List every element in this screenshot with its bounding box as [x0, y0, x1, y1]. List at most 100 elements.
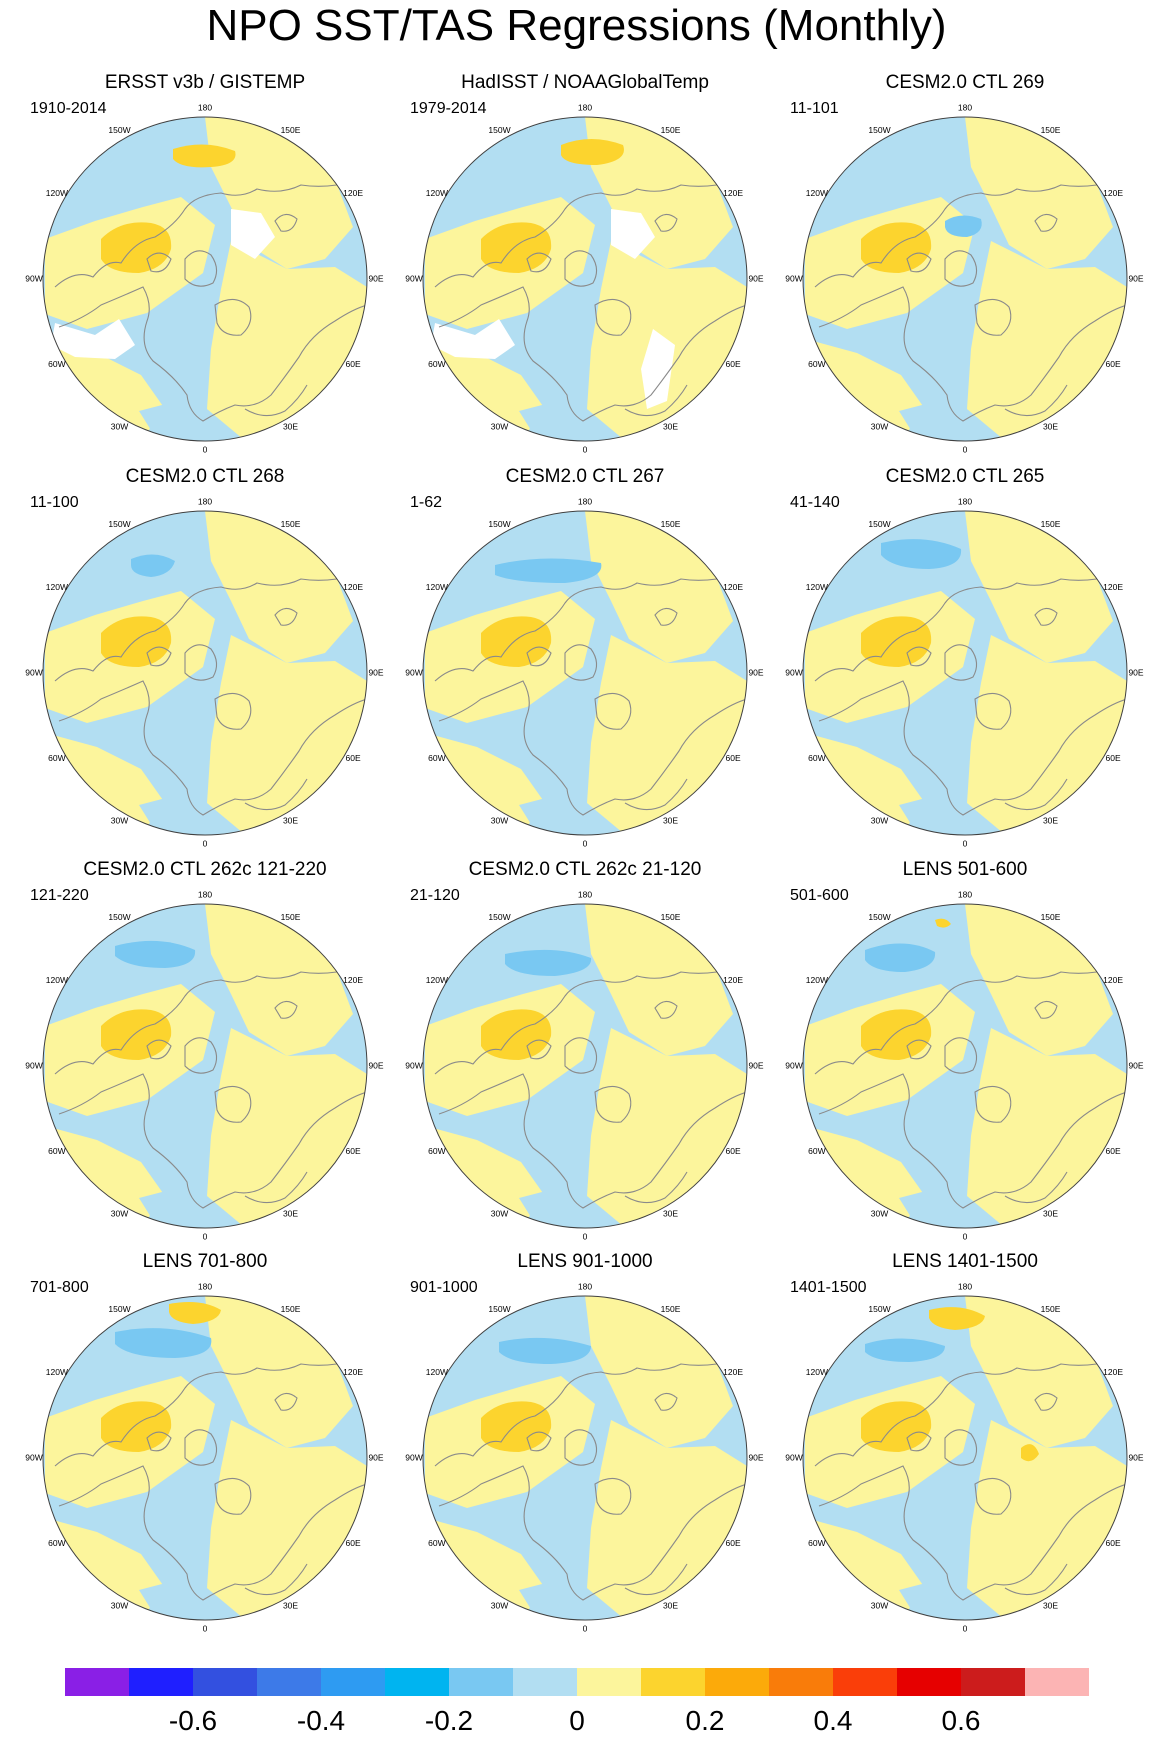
longitude-label: 60E: [1106, 753, 1121, 763]
pacific-warm-spot: [935, 918, 951, 928]
polar-map: 180 150E 120E 90E 60E 30E 0 30W 60W 90W 120W 150W: [405, 889, 764, 1241]
atlantic-anomaly-region: [433, 341, 545, 435]
longitude-label: 90E: [748, 1452, 763, 1462]
longitude-label: 180: [198, 1281, 212, 1291]
coastline: [624, 1171, 688, 1204]
pacific-cool-core: [115, 1328, 212, 1358]
longitude-label: 60W: [808, 753, 825, 763]
colorbar-swatch: [897, 1668, 961, 1696]
longitude-label: 60W: [808, 1146, 825, 1156]
longitude-label: 180: [958, 496, 972, 506]
longitude-label: 30W: [111, 421, 128, 431]
longitude-label: 120W: [46, 975, 68, 985]
missing-data-region: [51, 319, 135, 359]
panel-title: LENS 1401-1500: [892, 1251, 1038, 1272]
longitude-label: 30E: [283, 815, 298, 825]
map-panel: CESM2.0 CTL 267 180 150E 120E 90E 60E 30E 0 30W 6…: [402, 466, 768, 856]
panel-title: CESM2.0 CTL 269: [885, 72, 1045, 93]
coastline: [244, 384, 308, 417]
coastline: [526, 1039, 552, 1060]
canada-warm-core: [481, 1401, 552, 1452]
colorbar-tick-label: -0.6: [169, 1705, 217, 1736]
map-field: [423, 511, 747, 835]
pacific-anomaly-region: [205, 117, 353, 269]
panel-years: 501-600: [790, 887, 849, 904]
longitude-label: 120W: [426, 1367, 448, 1377]
longitude-label: 180: [958, 1281, 972, 1291]
coastline: [974, 1085, 1012, 1123]
coastline: [594, 692, 632, 730]
polar-map: 180 150E 120E 90E 60E 30E 0 30W 60W 90W 120W 150W: [25, 889, 384, 1241]
longitude-label: 150W: [868, 912, 890, 922]
longitude-label: 150E: [281, 1304, 301, 1314]
longitude-label: 120W: [426, 975, 448, 985]
longitude-label: 0: [963, 1231, 968, 1241]
pacific-cool-core: [499, 1337, 591, 1364]
longitude-label: 120W: [806, 188, 828, 198]
longitude-label: 90W: [25, 1060, 42, 1070]
map-field: [423, 1296, 747, 1620]
coastline: [564, 250, 598, 287]
atlantic-anomaly-region: [433, 1520, 545, 1614]
longitude-label: 90E: [748, 667, 763, 677]
colorbar-tick-label: -0.4: [297, 1705, 345, 1736]
longitude-label: 180: [958, 102, 972, 112]
coastline: [594, 298, 632, 336]
panel-years: 21-120: [410, 887, 460, 904]
coastline: [54, 574, 356, 682]
map-field: [43, 117, 367, 441]
panel-title: CESM2.0 CTL 268: [125, 466, 285, 487]
coastline: [974, 298, 1012, 336]
coastline: [906, 252, 932, 273]
longitude-label: 30W: [111, 815, 128, 825]
colorbar-swatch: [769, 1668, 833, 1696]
arctic-cool-core: [945, 215, 982, 237]
colorbar-tick-label: 0.2: [686, 1705, 725, 1736]
polar-map: 180 150E 120E 90E 60E 30E 0 30W 60W 90W 120W 150W: [785, 496, 1144, 848]
polar-map: 180 150E 120E 90E 60E 30E 0 30W 60W 90W 120W 150W: [25, 102, 384, 454]
colorbar-swatch: [705, 1668, 769, 1696]
longitude-label: 60E: [346, 359, 361, 369]
panel-years: 1401-1500: [790, 1279, 867, 1296]
map-panel: LENS 501-600 180 150E 120E 90E 60E 30E 0 30W 60W 9…: [782, 859, 1148, 1249]
coastline: [58, 1465, 367, 1601]
map-field: [423, 904, 747, 1228]
longitude-label: 60W: [428, 359, 445, 369]
atlantic-anomaly-region: [53, 1128, 165, 1222]
longitude-label: 30E: [663, 1600, 678, 1610]
atlantic-anomaly-region: [813, 1128, 925, 1222]
colorbar-swatch: [257, 1668, 321, 1696]
coastline: [814, 967, 1116, 1075]
longitude-label: 90E: [748, 273, 763, 283]
coastline: [944, 1037, 978, 1074]
longitude-label: 60W: [428, 753, 445, 763]
longitude-label: 150E: [661, 125, 681, 135]
map-field: [423, 117, 747, 441]
polar-map: 180 150E 120E 90E 60E 30E 0 30W 60W 90W 120W 150W: [25, 496, 384, 848]
coastline: [594, 1085, 632, 1123]
colorbar-swatch: [577, 1668, 641, 1696]
coastline: [146, 252, 172, 273]
colorbar-swatch: [1025, 1668, 1089, 1696]
longitude-label: 90W: [405, 1452, 422, 1462]
longitude-label: 0: [963, 838, 968, 848]
coastline: [1034, 1392, 1058, 1411]
atlantic-anomaly-region: [53, 341, 165, 435]
longitude-label: 60E: [1106, 1146, 1121, 1156]
longitude-label: 90W: [785, 1060, 802, 1070]
longitude-label: 120W: [46, 582, 68, 592]
longitude-label: 60W: [48, 1146, 65, 1156]
polar-map: 180 150E 120E 90E 60E 30E 0 30W 60W 90W 120W 150W: [785, 102, 1144, 454]
map-field: [43, 904, 367, 1228]
coastline: [818, 1465, 1127, 1601]
coastline: [146, 1431, 172, 1452]
longitude-label: 150E: [281, 519, 301, 529]
coastline: [214, 692, 252, 730]
longitude-label: 90E: [1128, 273, 1143, 283]
figure-title: NPO SST/TAS Regressions (Monthly): [206, 1, 947, 50]
longitude-label: 0: [583, 444, 588, 454]
longitude-label: 90E: [1128, 667, 1143, 677]
canada-warm-core: [481, 1009, 552, 1060]
coastline: [58, 1073, 367, 1209]
polar-map: 180 150E 120E 90E 60E 30E 0 30W 60W 90W 120W 150W: [405, 102, 764, 454]
